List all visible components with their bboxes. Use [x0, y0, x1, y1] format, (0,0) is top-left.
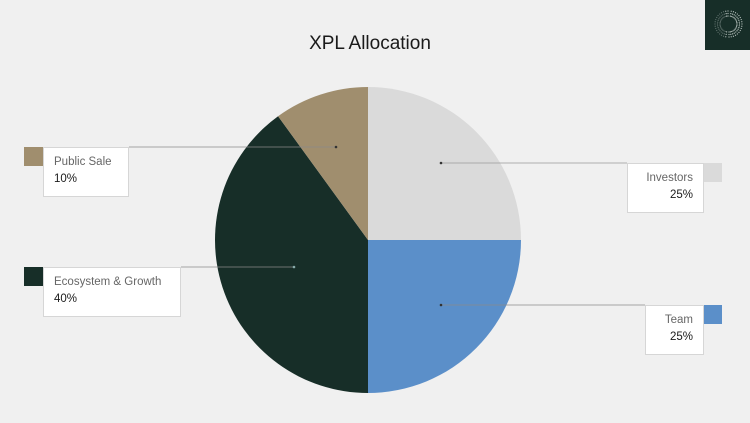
leader-dot: [439, 161, 443, 165]
slice-name: Team: [664, 314, 693, 326]
slice-name: Investors: [646, 172, 693, 184]
slice-value: 25%: [669, 331, 693, 343]
slice-value: 25%: [669, 189, 693, 201]
legend-swatch-investors: [703, 163, 722, 182]
label-ecosystem-growth: Ecosystem & Growth 40%: [43, 267, 181, 317]
slice-name: Ecosystem & Growth: [54, 276, 162, 288]
legend-swatch-team: [703, 305, 722, 324]
label-team: Team 25%: [645, 305, 704, 355]
label-public-sale: Public Sale 10%: [43, 147, 129, 197]
logo-ring-icon: [714, 10, 743, 38]
brand-logo: [705, 0, 750, 50]
chart-title: XPL Allocation: [309, 33, 431, 54]
pie-slice-ecosystem-growth: [214, 116, 368, 393]
legend-swatch-public-sale: [24, 147, 43, 166]
pie-slice-public-sale: [278, 87, 368, 240]
pie-slice-team: [368, 240, 521, 393]
pie-slice-investors: [368, 87, 521, 240]
slice-value: 40%: [54, 293, 78, 305]
slice-name: Public Sale: [54, 156, 112, 168]
slice-value: 10%: [54, 173, 78, 185]
leader-dot: [292, 265, 296, 269]
label-investors: Investors 25%: [627, 163, 704, 213]
leader-dot: [439, 303, 443, 307]
legend-swatch-ecosystem: [24, 267, 43, 286]
leader-dot: [334, 145, 338, 149]
